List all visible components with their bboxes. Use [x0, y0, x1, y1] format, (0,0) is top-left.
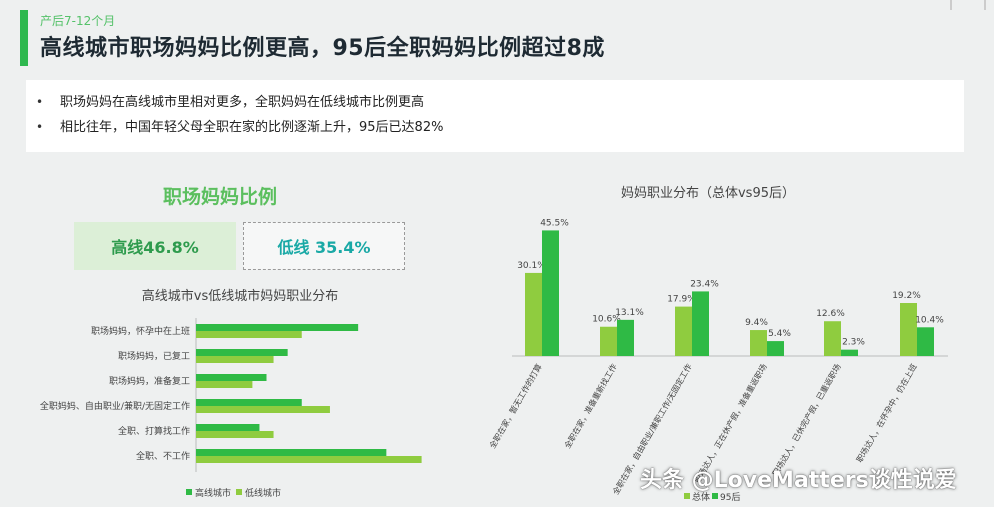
watermark: 头条 @LoveMatters谈性说爱	[640, 468, 957, 493]
left-chart-legend-swatch	[186, 489, 192, 495]
left-chart-bar-high	[196, 449, 387, 456]
left-chart-category-label: 职场妈妈，准备复工	[109, 375, 190, 387]
right-chart-legend-swatch	[712, 493, 718, 499]
right-chart-bar-overall	[824, 321, 841, 356]
left-chart-legend-label: 高线城市	[195, 487, 231, 499]
right-chart-bar-overall	[900, 303, 917, 356]
left-chart-category-label: 职场妈妈，已复工	[118, 350, 190, 362]
summary-bullet: • 相比往年，中国年轻父母全职在家的比例逐渐上升，95后已达82%	[36, 115, 964, 140]
left-chart-category-label: 全职妈妈、自由职业/兼职/无固定工作	[40, 400, 190, 412]
page-title: 高线城市职场妈妈比例更高，95后全职妈妈比例超过8成	[40, 36, 605, 61]
summary-bullet-text: 相比往年，中国年轻父母全职在家的比例逐渐上升，95后已达82%	[60, 120, 444, 135]
right-chart-bar-post95	[692, 291, 709, 356]
right-chart-value-label: 45.5%	[540, 218, 569, 228]
right-chart-bar-overall	[600, 326, 617, 356]
right-chart-value-label: 19.2%	[892, 291, 921, 301]
right-chart-value-label: 17.9%	[667, 295, 696, 305]
right-chart-value-label: 23.4%	[690, 279, 719, 289]
corner-logo-mark	[950, 0, 986, 10]
left-chart-bar-low	[196, 431, 274, 438]
right-chart-legend-swatch	[684, 493, 690, 499]
right-chart-value-label: 30.1%	[517, 261, 546, 271]
left-chart-legend-label: 低线城市	[245, 487, 281, 499]
left-chart-bar-low	[196, 406, 330, 413]
right-chart-value-label: 9.4%	[745, 318, 768, 328]
right-chart-value-label: 10.6%	[592, 315, 621, 325]
left-chart-bar-low	[196, 331, 302, 338]
right-chart-bar-post95	[841, 349, 858, 356]
left-chart-bar-high	[196, 374, 267, 381]
right-chart-value-label: 5.4%	[768, 329, 791, 339]
right-chart-value-label: 12.6%	[816, 309, 845, 319]
summary-bullet-text: 职场妈妈在高线城市里相对更多，全职妈妈在低线城市比例更高	[60, 95, 425, 110]
left-chart-category-label: 职场妈妈，怀孕中在上班	[91, 325, 190, 337]
right-chart-value-label: 13.1%	[615, 308, 644, 318]
left-chart-category-label: 全职、不工作	[136, 450, 190, 462]
title-accent-bar	[20, 10, 28, 66]
right-chart-value-label: 10.4%	[915, 315, 944, 325]
summary-bullet: • 职场妈妈在高线城市里相对更多，全职妈妈在低线城市比例更高	[36, 90, 964, 115]
left-chart-legend-swatch	[236, 489, 242, 495]
right-chart-legend-label: 95后	[720, 492, 740, 503]
right-chart-title: 妈妈职业分布（总体vs95后）	[621, 186, 795, 201]
left-chart-bar-high	[196, 349, 288, 356]
right-chart-bar-post95	[917, 327, 934, 356]
working-mom-ratio-title: 职场妈妈比例	[162, 186, 277, 208]
right-chart-value-label: 2.3%	[842, 338, 865, 348]
left-chart-bar-low	[196, 456, 422, 463]
right-chart-category-label: 全职在家，准备重新找工作	[562, 362, 619, 450]
right-chart-bar-overall	[675, 306, 692, 356]
low-tier-stat: 低线 35.4%	[243, 222, 405, 270]
high-tier-stat: 高线46.8%	[74, 222, 236, 270]
left-chart-bar-high	[196, 324, 359, 331]
right-chart-bar-post95	[617, 319, 634, 356]
left-chart-title: 高线城市vs低线城市妈妈职业分布	[142, 288, 338, 304]
right-chart-legend-label: 总体	[692, 491, 710, 503]
right-chart-category-label: 全职在家，暂无工作的打算	[487, 362, 544, 450]
right-chart-bar-overall	[525, 272, 542, 356]
right-chart-category-label: 职场达人，已休完产假，已重返职场	[770, 362, 843, 478]
left-chart-bar-low	[196, 381, 253, 388]
left-chart-category-label: 全职、打算找工作	[118, 425, 190, 437]
right-chart-bar-overall	[750, 330, 767, 356]
right-chart-bar-post95	[542, 230, 559, 356]
left-chart-bar-low	[196, 356, 274, 363]
right-chart-category-label: 职场达人，在怀孕中，仍在上班	[854, 362, 919, 464]
page-subtitle: 产后7-12个月	[40, 14, 116, 28]
right-chart-bar-post95	[767, 341, 784, 356]
summary-box: • 职场妈妈在高线城市里相对更多，全职妈妈在低线城市比例更高 • 相比往年，中国年轻…	[26, 80, 964, 152]
left-chart-bar-high	[196, 424, 260, 431]
left-chart-bar-high	[196, 399, 302, 406]
